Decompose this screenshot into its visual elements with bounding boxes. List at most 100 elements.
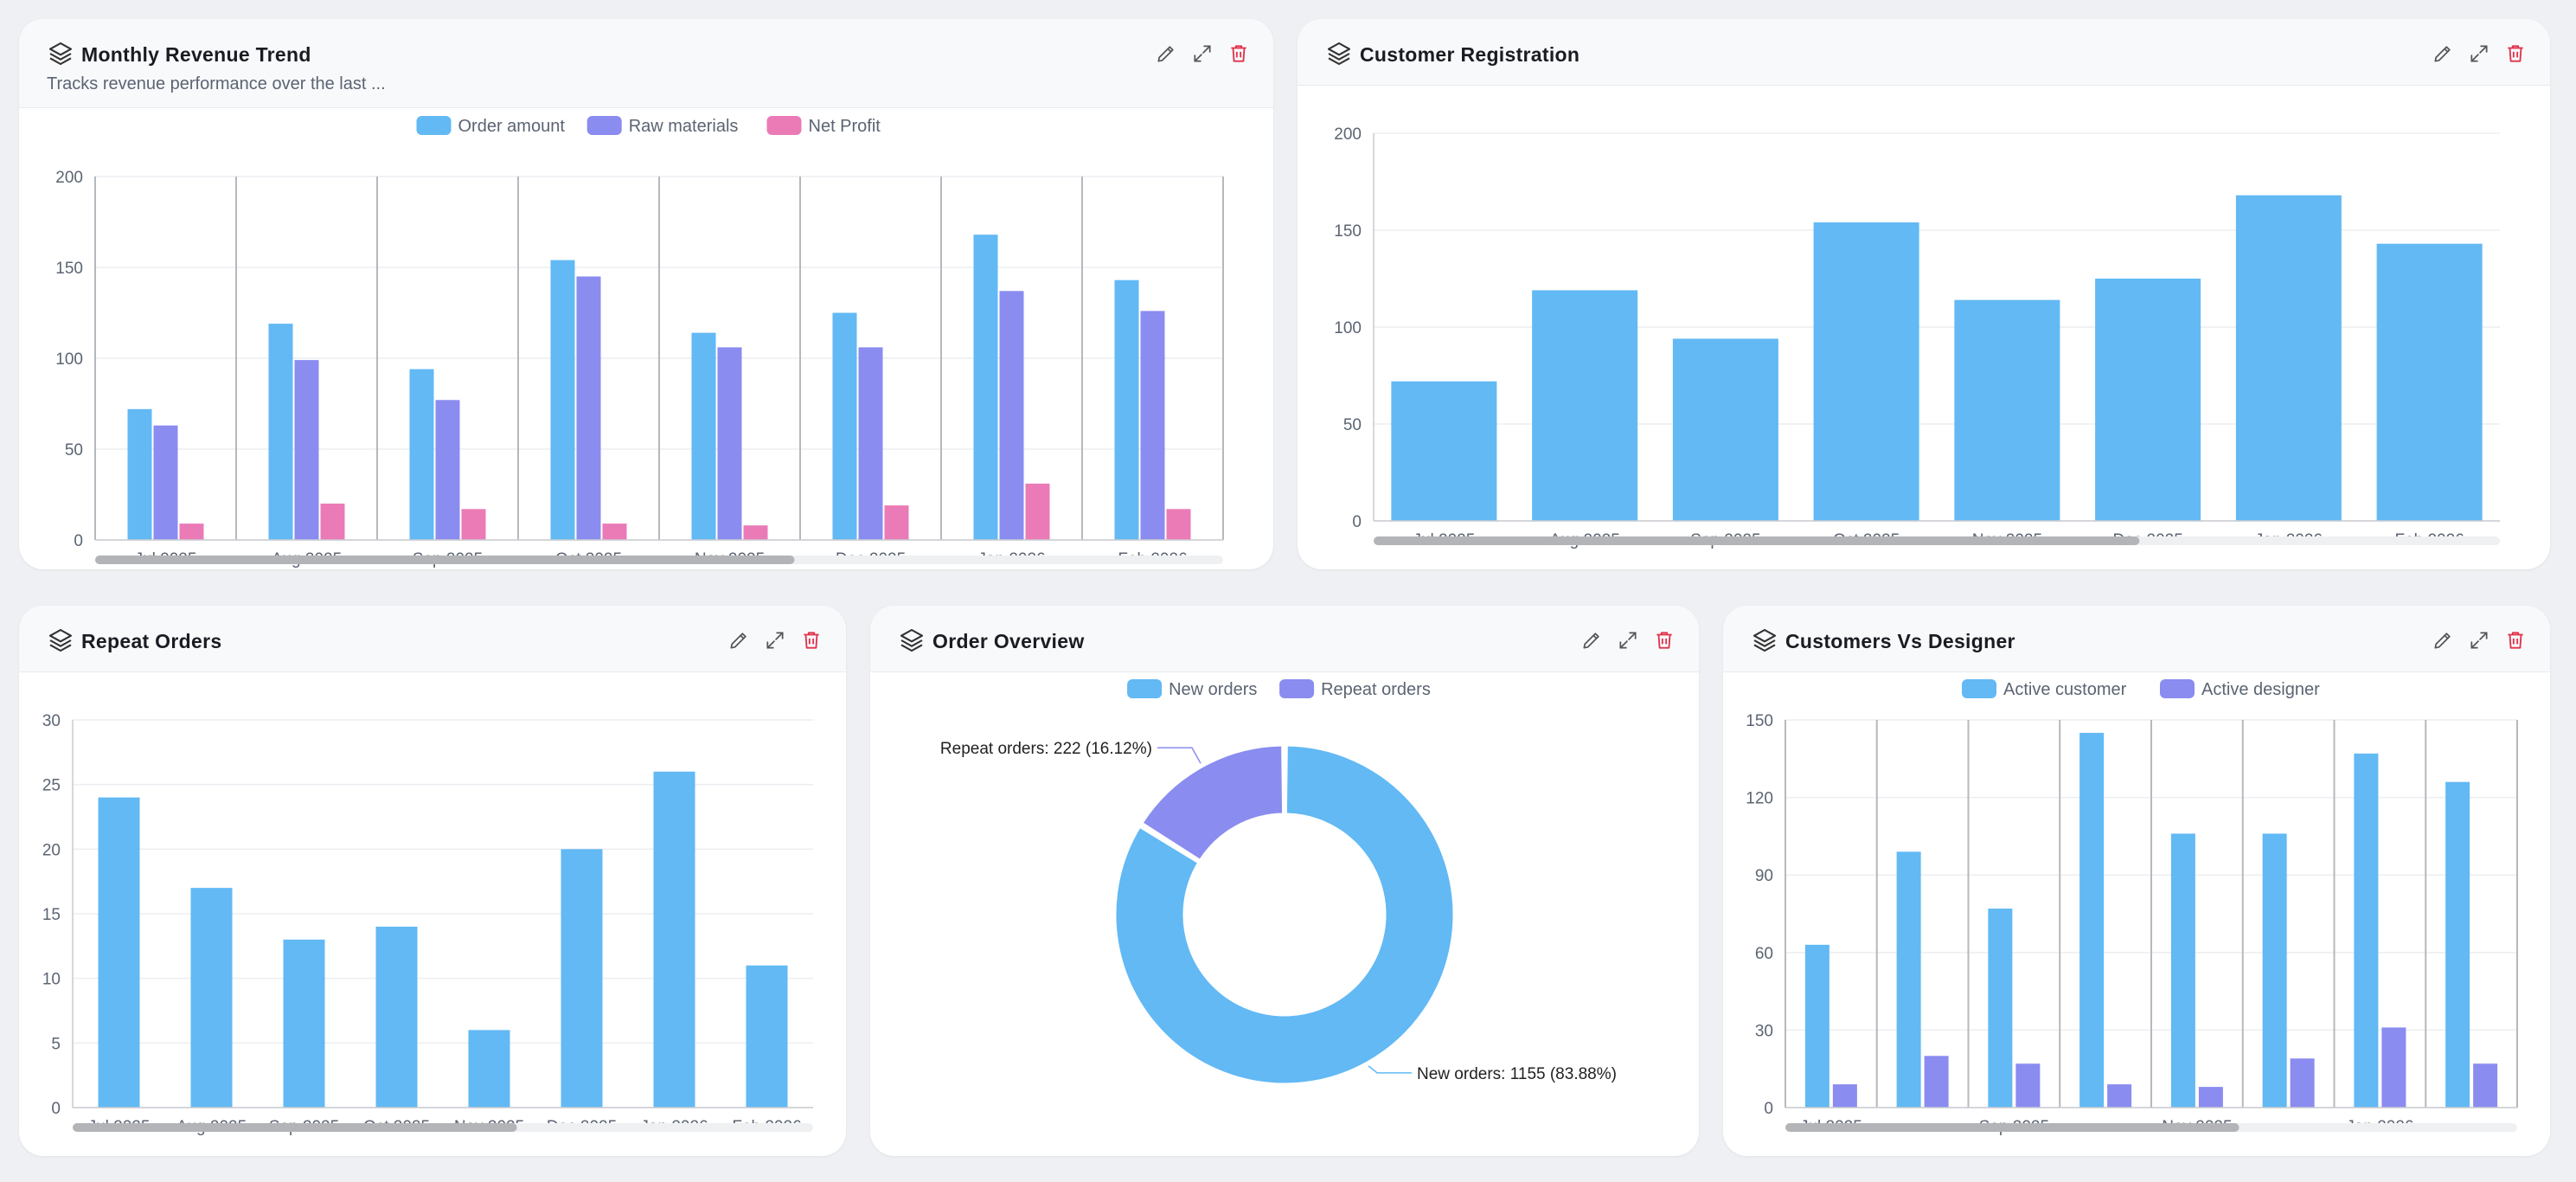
y-tick-label: 200 bbox=[55, 169, 83, 187]
bar bbox=[550, 260, 575, 540]
card-header: Monthly Revenue Trend Tracks revenue per… bbox=[19, 19, 1273, 108]
card-monthly-revenue: Monthly Revenue Trend Tracks revenue per… bbox=[19, 19, 1273, 569]
trash-icon bbox=[1231, 45, 1246, 62]
edit-icon bbox=[1583, 633, 1599, 649]
revenue-chart: 050100150200Jul 2025Aug 2025Sep 2025Oct … bbox=[55, 116, 1224, 569]
expand-icon bbox=[2470, 632, 2488, 649]
bar bbox=[743, 525, 768, 540]
layers-icon bbox=[48, 628, 73, 652]
bar bbox=[884, 505, 909, 540]
expand-button[interactable] bbox=[2465, 40, 2493, 67]
donut-slice bbox=[1140, 743, 1285, 862]
card-repeat-orders: Repeat Orders 051015202530Jul 2025Aug 20… bbox=[19, 606, 846, 1156]
card-header: Customer Registration bbox=[1298, 19, 2550, 86]
bar bbox=[2376, 243, 2483, 521]
delete-button[interactable] bbox=[2502, 626, 2529, 654]
bar bbox=[561, 849, 603, 1108]
bar bbox=[98, 797, 140, 1108]
bar bbox=[2107, 1084, 2132, 1108]
bar bbox=[717, 347, 742, 540]
y-tick-label: 10 bbox=[42, 971, 61, 989]
bar bbox=[1924, 1056, 1949, 1108]
bar bbox=[435, 400, 460, 540]
bar bbox=[2198, 1087, 2223, 1108]
customers-designer-chart: 0306090120150Jul 2025Sep 2025Nov 2025Jan… bbox=[1746, 679, 2518, 1136]
bar bbox=[320, 504, 345, 540]
bar bbox=[1988, 909, 2013, 1108]
legend-swatch bbox=[1962, 679, 1996, 698]
card-header: Order Overview bbox=[870, 606, 1699, 672]
label-line bbox=[1157, 747, 1201, 764]
bar bbox=[1672, 338, 1778, 521]
y-tick-label: 50 bbox=[1343, 416, 1362, 434]
legend-label: Active customer bbox=[2003, 680, 2127, 699]
bar bbox=[576, 276, 601, 540]
bar bbox=[2381, 1027, 2406, 1108]
bar bbox=[1114, 279, 1139, 540]
card-tools bbox=[2429, 40, 2529, 69]
layers-icon bbox=[900, 628, 924, 652]
card-tools bbox=[1578, 626, 1678, 656]
y-tick-label: 150 bbox=[1334, 222, 1362, 241]
edit-button[interactable] bbox=[725, 626, 753, 654]
y-tick-label: 0 bbox=[1352, 513, 1362, 531]
card-title: Customers Vs Designer bbox=[1785, 630, 2015, 652]
label-line bbox=[1368, 1065, 1413, 1074]
card-title: Customer Registration bbox=[1360, 43, 1580, 66]
card-customers-vs-designer: Customers Vs Designer 0306090120150Jul 2… bbox=[1723, 606, 2550, 1156]
legend-swatch bbox=[1127, 679, 1163, 698]
bar bbox=[858, 347, 883, 540]
bar bbox=[999, 291, 1024, 540]
legend-swatch bbox=[416, 116, 452, 135]
expand-icon bbox=[1194, 45, 1211, 62]
bar bbox=[283, 939, 325, 1108]
legend-swatch bbox=[586, 116, 622, 135]
bar bbox=[179, 524, 204, 540]
bar bbox=[2079, 732, 2105, 1108]
bar bbox=[2235, 195, 2342, 521]
expand-button[interactable] bbox=[761, 626, 789, 654]
bar bbox=[653, 771, 695, 1108]
expand-button[interactable] bbox=[2465, 626, 2493, 654]
bar bbox=[190, 888, 233, 1108]
edit-icon bbox=[2434, 633, 2451, 649]
delete-button[interactable] bbox=[2502, 40, 2529, 67]
legend-label: Active designer bbox=[2201, 680, 2320, 699]
bar bbox=[1896, 851, 1921, 1108]
layers-icon bbox=[48, 42, 73, 66]
legend-label: Repeat orders bbox=[1321, 680, 1431, 699]
bar bbox=[691, 332, 716, 540]
expand-button[interactable] bbox=[1189, 40, 1216, 67]
bar bbox=[127, 408, 152, 540]
delete-button[interactable] bbox=[1225, 40, 1253, 67]
expand-icon bbox=[1619, 632, 1637, 649]
delete-button[interactable] bbox=[798, 626, 825, 654]
expand-icon bbox=[2470, 45, 2488, 62]
bar bbox=[2170, 833, 2195, 1108]
card-title: Repeat Orders bbox=[81, 630, 222, 652]
scroll-thumb bbox=[73, 1123, 517, 1132]
legend-swatch bbox=[2160, 679, 2195, 698]
y-tick-label: 100 bbox=[55, 350, 83, 369]
card-tools bbox=[725, 626, 825, 656]
expand-button[interactable] bbox=[1614, 626, 1642, 654]
delete-button[interactable] bbox=[1650, 626, 1678, 654]
slice-label: Repeat orders: 222 (16.12%) bbox=[940, 740, 1152, 758]
card-title: Order Overview bbox=[932, 630, 1085, 652]
edit-button[interactable] bbox=[1578, 626, 1605, 654]
bar bbox=[832, 312, 857, 540]
bar bbox=[2095, 279, 2201, 521]
y-tick-label: 15 bbox=[42, 906, 61, 924]
bar bbox=[1813, 222, 1919, 521]
bar bbox=[2015, 1063, 2041, 1108]
legend-label: Order amount bbox=[458, 117, 566, 136]
edit-button[interactable] bbox=[1152, 40, 1180, 67]
legend-swatch bbox=[766, 116, 802, 135]
card-header: Repeat Orders bbox=[19, 606, 846, 672]
bar bbox=[2354, 753, 2379, 1108]
y-tick-label: 90 bbox=[1755, 867, 1773, 885]
card-tools bbox=[2429, 626, 2529, 656]
edit-button[interactable] bbox=[2429, 40, 2457, 67]
edit-button[interactable] bbox=[2429, 626, 2457, 654]
y-tick-label: 100 bbox=[1334, 319, 1362, 337]
